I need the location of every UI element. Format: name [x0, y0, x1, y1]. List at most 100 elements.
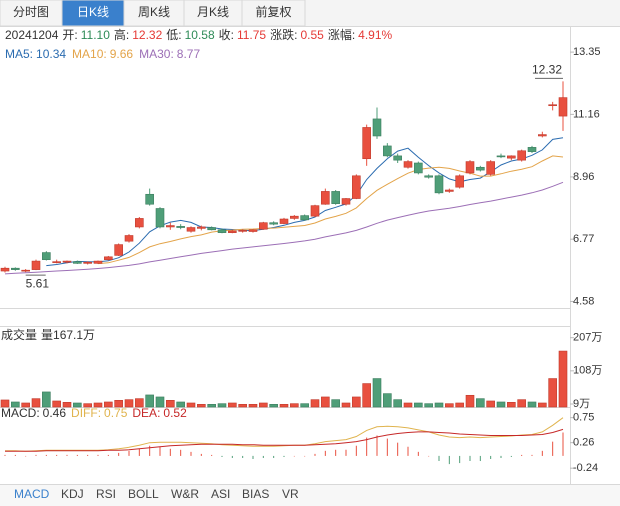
candle-body — [496, 155, 506, 158]
tab-label[interactable]: 月K线 — [197, 5, 229, 19]
volume-bar — [455, 402, 464, 408]
quote-info: 20241204 开: 11.10 高: 12.32 低: 10.58 收: 11.75 涨跌: 0… — [5, 27, 393, 42]
volume-bar — [527, 401, 537, 408]
candle-body — [393, 155, 402, 161]
candle-body — [62, 260, 72, 263]
volume-tick-label: 9万 — [573, 398, 590, 410]
volume-bar — [362, 383, 371, 408]
candle-body — [383, 145, 392, 157]
volume-bar — [310, 399, 320, 408]
macd-tick-label: 0.75 — [573, 412, 594, 424]
tab[interactable] — [61, 0, 125, 27]
volume-bar — [279, 404, 289, 408]
tab[interactable] — [0, 0, 63, 27]
volume-bar — [0, 399, 10, 408]
volume-bar — [83, 403, 92, 408]
candle-body — [558, 97, 568, 117]
volume-bar — [372, 378, 382, 408]
candle-body — [279, 218, 289, 224]
indicator-tab[interactable]: BIAS — [242, 487, 269, 501]
ma-legend-name: MA10: — [72, 47, 107, 61]
candle-body — [42, 252, 51, 260]
quote-value: 11.75 — [237, 28, 266, 42]
volume-bar — [73, 402, 82, 408]
macd-legend: MACD: 0.46 DIFF: 0.75 DEA: 0.52 — [1, 406, 187, 420]
volume-bar — [414, 402, 423, 408]
volume-bar — [238, 404, 247, 408]
volume-bar — [104, 401, 113, 408]
candle-body — [31, 260, 41, 270]
candle-body — [21, 269, 30, 272]
candle-body — [548, 104, 557, 107]
quote-date: 20241204 — [5, 28, 59, 42]
candle-body — [11, 267, 20, 270]
volume-bar — [445, 403, 454, 408]
volume-bar — [155, 396, 165, 408]
candle-body — [104, 256, 113, 260]
indicator-bar — [0, 485, 620, 506]
candle-body — [124, 235, 134, 242]
ma-legend-value: 10.34 — [36, 47, 66, 61]
quote-label: 涨跌: — [270, 27, 297, 42]
indicator-tab[interactable]: KDJ — [61, 487, 84, 501]
max-price-label: 12.32 — [532, 63, 562, 77]
candle-body — [228, 230, 237, 233]
quote-label: 收: — [219, 28, 234, 42]
volume-bar — [341, 402, 351, 408]
macd-line-value: 0.52 — [163, 406, 187, 420]
volume-tick-label: 108万 — [573, 365, 602, 377]
tab[interactable] — [241, 0, 306, 27]
quote-label: 开: — [62, 28, 77, 42]
candle-body — [73, 261, 82, 264]
volume-bar — [331, 399, 340, 408]
candle-body — [93, 260, 103, 264]
ma-legend: MA5: 10.34 MA10: 9.66 MA30: 8.77 — [5, 47, 200, 61]
quote-value: 11.10 — [81, 28, 110, 42]
volume-bar — [403, 402, 413, 408]
tab-label[interactable]: 分时图 — [13, 5, 49, 19]
candle-body — [217, 229, 227, 233]
tab-label[interactable]: 周K线 — [138, 5, 170, 19]
volume-bar — [434, 402, 444, 408]
indicator-tab[interactable]: RSI — [96, 487, 116, 501]
indicator-tab[interactable]: ASI — [211, 487, 230, 501]
candle-body — [135, 218, 144, 228]
candle-body — [197, 226, 206, 229]
volume-bar — [548, 378, 557, 408]
ma-legend-name: MA30: — [139, 47, 174, 61]
volume-bar — [186, 402, 196, 408]
indicator-tab[interactable]: VR — [282, 487, 299, 501]
volume-bar — [114, 400, 123, 408]
candle-body — [352, 175, 361, 199]
volume-bar — [228, 402, 237, 408]
candle-body — [176, 226, 185, 228]
volume-bar — [507, 402, 516, 408]
candle-body — [290, 215, 299, 219]
indicator-tab[interactable]: W&R — [171, 487, 199, 501]
macd-tick-label: -0.24 — [573, 462, 598, 474]
volume-bar — [197, 404, 206, 408]
tab-label[interactable]: 前复权 — [255, 4, 291, 19]
indicator-tab[interactable]: BOLL — [128, 487, 159, 501]
candle-body — [300, 215, 309, 221]
candle-body — [248, 229, 258, 232]
volume-bar — [486, 400, 495, 408]
volume-bar — [31, 398, 41, 408]
y-tick-label: 6.77 — [573, 233, 594, 245]
tab-label[interactable]: 日K线 — [77, 5, 109, 19]
quote-label: 低: — [166, 28, 181, 42]
quote-label: 涨幅: — [328, 27, 355, 42]
candle-body — [372, 118, 382, 137]
candle-body — [486, 161, 495, 175]
y-tick-label: 4.58 — [573, 295, 594, 307]
quote-value: 4.91% — [358, 28, 392, 42]
candle-body — [465, 161, 475, 174]
indicator-tab[interactable]: MACD — [14, 487, 50, 501]
quote-value: 12.32 — [132, 28, 162, 42]
candle-body — [321, 191, 330, 205]
candle-body — [445, 189, 454, 192]
quote-value: 0.55 — [300, 28, 324, 42]
candle-body — [517, 150, 526, 161]
candle-body — [403, 161, 413, 168]
